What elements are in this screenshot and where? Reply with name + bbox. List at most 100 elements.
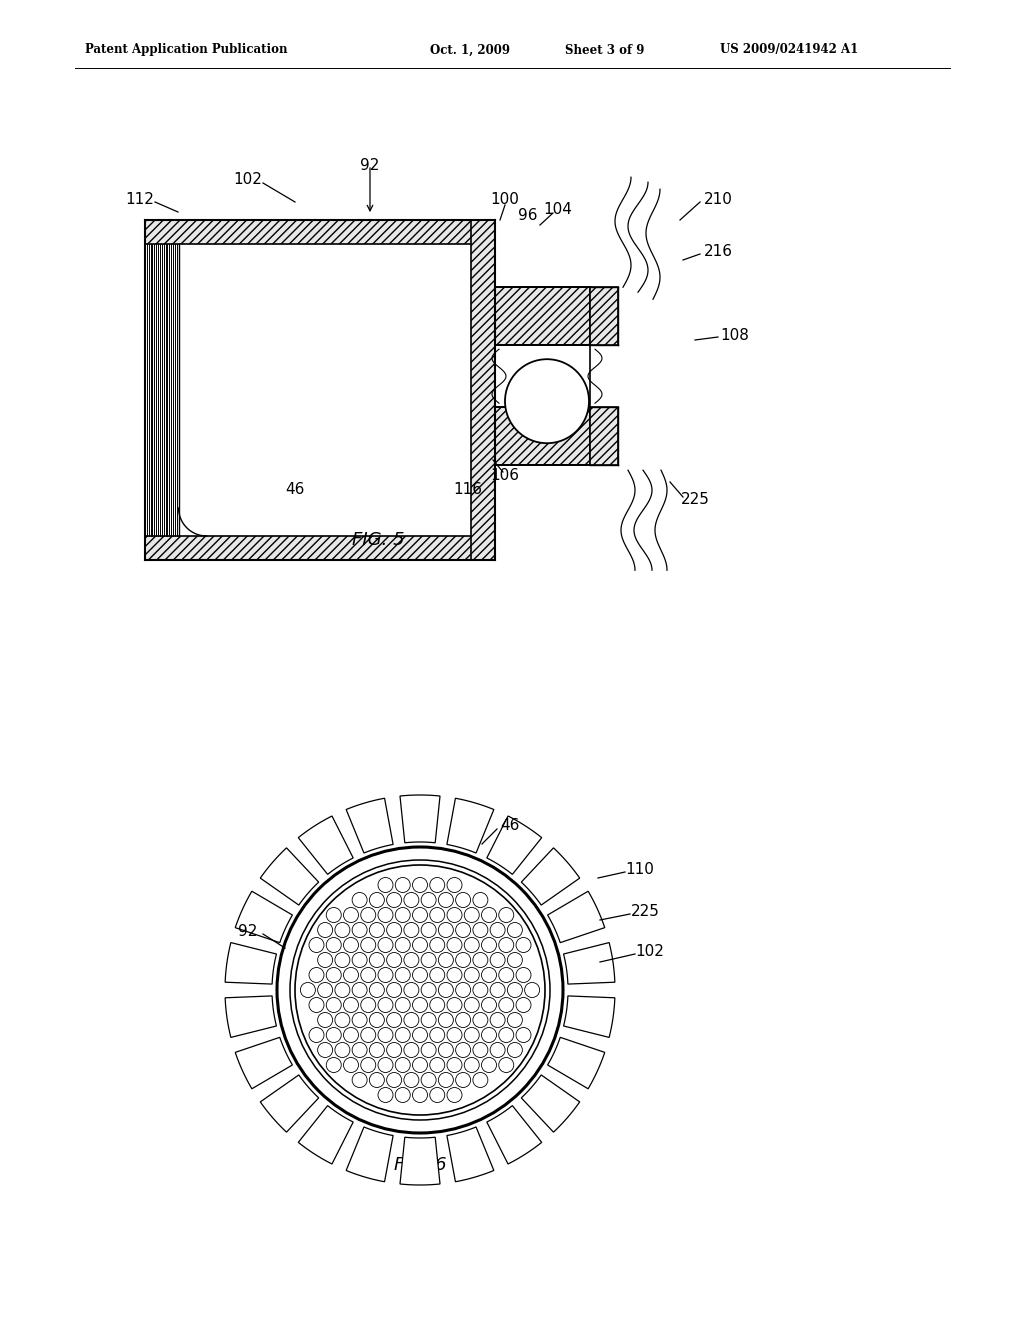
Circle shape — [507, 953, 522, 968]
Circle shape — [438, 923, 454, 937]
Circle shape — [360, 908, 376, 923]
Circle shape — [430, 1027, 444, 1043]
Circle shape — [464, 1027, 479, 1043]
Circle shape — [481, 1027, 497, 1043]
Circle shape — [352, 1072, 368, 1088]
Polygon shape — [521, 1074, 580, 1133]
Circle shape — [343, 1027, 358, 1043]
Circle shape — [481, 937, 497, 953]
Circle shape — [335, 1012, 350, 1027]
Text: 46: 46 — [286, 483, 305, 498]
Circle shape — [481, 908, 497, 923]
Circle shape — [447, 908, 462, 923]
Circle shape — [473, 923, 487, 937]
Circle shape — [317, 923, 333, 937]
Circle shape — [413, 878, 427, 892]
Circle shape — [456, 1043, 471, 1057]
Circle shape — [507, 1012, 522, 1027]
Circle shape — [317, 1012, 333, 1027]
Circle shape — [378, 1057, 393, 1072]
Circle shape — [352, 923, 368, 937]
Circle shape — [516, 968, 531, 982]
Circle shape — [438, 1043, 454, 1057]
Circle shape — [309, 937, 324, 953]
Circle shape — [378, 937, 393, 953]
Circle shape — [387, 1043, 401, 1057]
Circle shape — [370, 982, 384, 998]
Circle shape — [378, 968, 393, 982]
Polygon shape — [548, 1038, 605, 1089]
Text: 102: 102 — [233, 173, 262, 187]
Circle shape — [360, 937, 376, 953]
Circle shape — [395, 1088, 411, 1102]
Circle shape — [499, 1057, 514, 1072]
Circle shape — [464, 998, 479, 1012]
Text: Patent Application Publication: Patent Application Publication — [85, 44, 288, 57]
Text: Oct. 1, 2009: Oct. 1, 2009 — [430, 44, 510, 57]
Circle shape — [387, 1012, 401, 1027]
Polygon shape — [225, 942, 276, 985]
Circle shape — [378, 878, 393, 892]
Circle shape — [473, 1012, 487, 1027]
Circle shape — [403, 923, 419, 937]
Circle shape — [430, 937, 444, 953]
Circle shape — [516, 998, 531, 1012]
Polygon shape — [298, 1106, 353, 1164]
Text: 116: 116 — [454, 483, 482, 498]
Text: 92: 92 — [360, 157, 380, 173]
Circle shape — [370, 923, 384, 937]
Circle shape — [438, 982, 454, 998]
Polygon shape — [236, 1038, 293, 1089]
Circle shape — [335, 923, 350, 937]
Polygon shape — [563, 942, 614, 985]
Circle shape — [343, 998, 358, 1012]
Circle shape — [464, 1057, 479, 1072]
Polygon shape — [400, 795, 440, 842]
Circle shape — [447, 998, 462, 1012]
Polygon shape — [486, 816, 542, 874]
Circle shape — [456, 892, 471, 908]
Circle shape — [430, 908, 444, 923]
Circle shape — [352, 1043, 368, 1057]
Circle shape — [438, 892, 454, 908]
Circle shape — [300, 982, 315, 998]
Circle shape — [516, 1027, 531, 1043]
Polygon shape — [225, 995, 276, 1038]
Circle shape — [309, 968, 324, 982]
Circle shape — [447, 1057, 462, 1072]
Circle shape — [360, 1027, 376, 1043]
Circle shape — [413, 1057, 427, 1072]
Circle shape — [413, 998, 427, 1012]
Bar — [590, 288, 618, 346]
Circle shape — [499, 908, 514, 923]
Circle shape — [327, 937, 341, 953]
Circle shape — [421, 923, 436, 937]
Circle shape — [473, 982, 487, 998]
Polygon shape — [521, 847, 580, 906]
Text: 216: 216 — [703, 244, 732, 260]
Circle shape — [421, 1012, 436, 1027]
Text: 92: 92 — [239, 924, 258, 940]
Text: 104: 104 — [544, 202, 572, 218]
Circle shape — [516, 937, 531, 953]
Circle shape — [430, 968, 444, 982]
Text: 112: 112 — [126, 193, 155, 207]
Circle shape — [352, 892, 368, 908]
Circle shape — [395, 878, 411, 892]
Circle shape — [378, 998, 393, 1012]
Circle shape — [505, 359, 589, 444]
Circle shape — [421, 1043, 436, 1057]
Circle shape — [387, 923, 401, 937]
Circle shape — [507, 982, 522, 998]
Circle shape — [507, 1043, 522, 1057]
Circle shape — [490, 1012, 505, 1027]
Circle shape — [490, 953, 505, 968]
Circle shape — [317, 982, 333, 998]
Circle shape — [387, 982, 401, 998]
Circle shape — [317, 953, 333, 968]
Polygon shape — [563, 995, 614, 1038]
Circle shape — [352, 1012, 368, 1027]
Circle shape — [327, 908, 341, 923]
Text: 225: 225 — [631, 904, 659, 920]
Circle shape — [395, 1057, 411, 1072]
